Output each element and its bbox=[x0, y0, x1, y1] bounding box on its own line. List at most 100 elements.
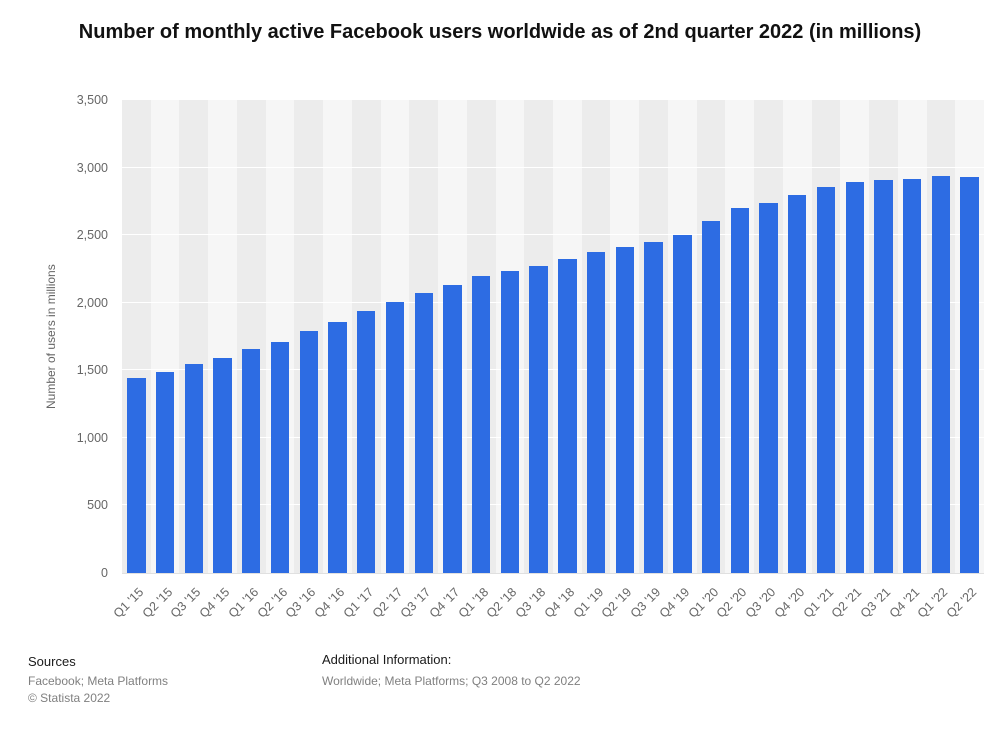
bar bbox=[701, 221, 721, 573]
x-tick-label: Q1 '20 bbox=[685, 585, 721, 621]
x-tick-label: Q3 '21 bbox=[857, 585, 894, 621]
chart-column bbox=[438, 100, 467, 573]
sources-text: Facebook; Meta Platforms bbox=[28, 674, 169, 688]
x-tick-label: Q2 '20 bbox=[714, 585, 750, 621]
gridline bbox=[122, 301, 984, 303]
bar bbox=[414, 292, 433, 573]
chart-column bbox=[236, 100, 266, 573]
chart-column bbox=[495, 100, 525, 573]
gridline bbox=[122, 166, 984, 168]
gridline bbox=[122, 504, 984, 506]
y-tick-label: 1,000 bbox=[76, 430, 108, 445]
chart-column bbox=[926, 100, 956, 573]
chart-column bbox=[639, 100, 668, 573]
chart-column bbox=[380, 100, 410, 573]
bar bbox=[270, 341, 290, 573]
chart-column bbox=[553, 100, 582, 573]
x-tick-label: Q4 '19 bbox=[656, 585, 693, 621]
chart-column bbox=[524, 100, 554, 573]
bar bbox=[529, 266, 548, 573]
x-tick-label: Q3 '20 bbox=[742, 585, 779, 621]
y-tick-label: 1,500 bbox=[76, 363, 108, 378]
chart-column bbox=[897, 100, 927, 573]
x-tick-label: Q4 '18 bbox=[541, 585, 578, 621]
x-tick-label: Q2 '15 bbox=[139, 585, 176, 621]
bar bbox=[644, 242, 663, 573]
gridline bbox=[122, 369, 984, 371]
additional-info-label: Additional Information: bbox=[322, 652, 452, 667]
bar bbox=[874, 179, 893, 573]
x-tick-label: Q1 '21 bbox=[800, 585, 836, 621]
x-tick-label: Q4 '16 bbox=[311, 585, 348, 621]
bar bbox=[357, 311, 376, 573]
chart-title: Number of monthly active Facebook users … bbox=[78, 21, 922, 43]
x-tick-label: Q1 '22 bbox=[915, 585, 951, 621]
x-tick-label: Q2 '19 bbox=[599, 585, 635, 621]
chart-column bbox=[725, 100, 755, 573]
x-tick-label: Q3 '17 bbox=[397, 585, 434, 621]
chart-column bbox=[208, 100, 237, 573]
x-tick-label: Q3 '19 bbox=[627, 585, 664, 621]
y-tick-label: 500 bbox=[87, 498, 108, 513]
bar bbox=[385, 301, 405, 573]
gridline bbox=[122, 234, 984, 236]
chart-column bbox=[409, 100, 439, 573]
chart-column bbox=[811, 100, 841, 573]
chart-column bbox=[179, 100, 209, 573]
bar bbox=[931, 176, 951, 573]
bar bbox=[242, 349, 261, 573]
x-tick-label: Q1 '18 bbox=[455, 585, 492, 621]
y-tick-label: 0 bbox=[101, 566, 108, 580]
bar bbox=[586, 252, 606, 573]
bar bbox=[471, 276, 491, 573]
chart-column bbox=[955, 100, 985, 573]
bar bbox=[730, 207, 749, 573]
x-tick-label: Q4 '21 bbox=[886, 585, 923, 621]
chart-column bbox=[754, 100, 783, 573]
chart-column bbox=[323, 100, 352, 573]
x-tick-label: Q2 '17 bbox=[369, 585, 405, 621]
x-axis: Q1 '15 Q2 '15 Q3 '15 Q4 '15 Q1 '16 Q2 '16 Q3 '… bbox=[111, 577, 984, 652]
bar bbox=[816, 187, 836, 573]
gridline bbox=[122, 436, 984, 438]
chart-column bbox=[122, 100, 151, 573]
bar bbox=[299, 331, 318, 573]
bar bbox=[213, 358, 232, 573]
chart-column bbox=[294, 100, 324, 573]
x-tick-label: Q4 '17 bbox=[426, 585, 463, 621]
bar bbox=[127, 378, 146, 573]
chart-column bbox=[466, 100, 496, 573]
chart-column bbox=[265, 100, 295, 573]
bar bbox=[500, 271, 520, 573]
chart-column bbox=[782, 100, 812, 573]
x-tick-label: Q1 '16 bbox=[225, 585, 262, 621]
bar bbox=[328, 321, 347, 573]
x-tick-label: Q1 '19 bbox=[570, 585, 607, 621]
chart-columns bbox=[122, 100, 985, 573]
x-tick-label: Q1 '15 bbox=[110, 585, 147, 621]
bar bbox=[903, 179, 922, 573]
bar bbox=[615, 246, 635, 573]
additional-info-text: Worldwide; Meta Platforms; Q3 2008 to Q2… bbox=[322, 674, 581, 688]
bar bbox=[960, 176, 979, 573]
sources-label: Sources bbox=[28, 654, 76, 669]
x-tick-label: Q3 '15 bbox=[168, 585, 204, 621]
chart-column bbox=[840, 100, 870, 573]
bar bbox=[845, 181, 864, 573]
bar bbox=[184, 364, 204, 573]
bar bbox=[759, 202, 778, 573]
chart-column bbox=[610, 100, 640, 573]
bar bbox=[788, 195, 807, 573]
chart-column bbox=[150, 100, 180, 573]
bar bbox=[443, 285, 462, 573]
gridline bbox=[122, 99, 984, 100]
x-tick-label: Q2 '21 bbox=[828, 585, 865, 621]
x-tick-label: Q3 '18 bbox=[512, 585, 549, 621]
chart-column bbox=[696, 100, 726, 573]
plot-area bbox=[122, 99, 985, 574]
y-tick-label: 3,000 bbox=[76, 160, 108, 175]
x-tick-label: Q2 '22 bbox=[943, 585, 980, 621]
bar bbox=[558, 259, 577, 573]
x-tick-label: Q4 '15 bbox=[196, 585, 233, 621]
